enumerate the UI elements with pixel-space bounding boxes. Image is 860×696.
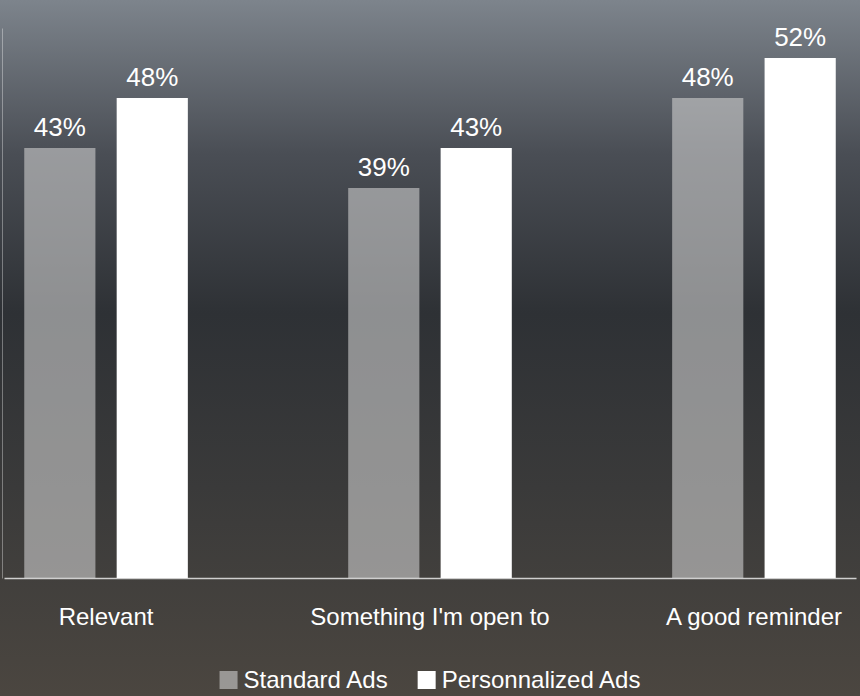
bar — [441, 148, 512, 578]
x-tick: A good reminder — [666, 603, 842, 630]
data-labels: 43% 39% 48% 48% 43% 52% — [34, 22, 826, 182]
x-axis-line — [5, 578, 857, 580]
legend-item: Personnalized Ads — [418, 666, 641, 693]
data-label: 48% — [126, 62, 178, 92]
y-axis — [2, 29, 3, 579]
data-label: 43% — [34, 112, 86, 142]
legend-item: Standard Ads — [220, 666, 388, 693]
x-tick-label: A good reminder — [666, 603, 842, 630]
legend-swatch — [220, 671, 238, 689]
bar — [765, 58, 836, 578]
data-label: 48% — [682, 62, 734, 92]
x-tick-label: Something I'm open to — [310, 603, 549, 630]
x-tick-label: Relevant — [59, 603, 154, 630]
legend: Standard Ads Personnalized Ads — [220, 666, 641, 693]
x-tick: Relevant — [59, 603, 154, 630]
bar — [117, 98, 188, 578]
legend-swatch — [418, 671, 436, 689]
bar — [672, 98, 743, 578]
x-axis: Relevant Something I'm open to A good remi… — [5, 579, 857, 631]
legend-label: Personnalized Ads — [442, 666, 641, 693]
y-axis-line — [2, 29, 3, 579]
data-label: 43% — [450, 112, 502, 142]
data-label: 52% — [774, 22, 826, 52]
bar — [348, 188, 419, 578]
x-tick: Something I'm open to — [310, 603, 549, 630]
chart: 43% 39% 48% 48% 43% 52% Relevant Something I'm … — [0, 0, 860, 696]
bar — [24, 148, 95, 578]
bars — [24, 58, 836, 578]
data-label: 39% — [358, 152, 410, 182]
legend-label: Standard Ads — [244, 666, 388, 693]
